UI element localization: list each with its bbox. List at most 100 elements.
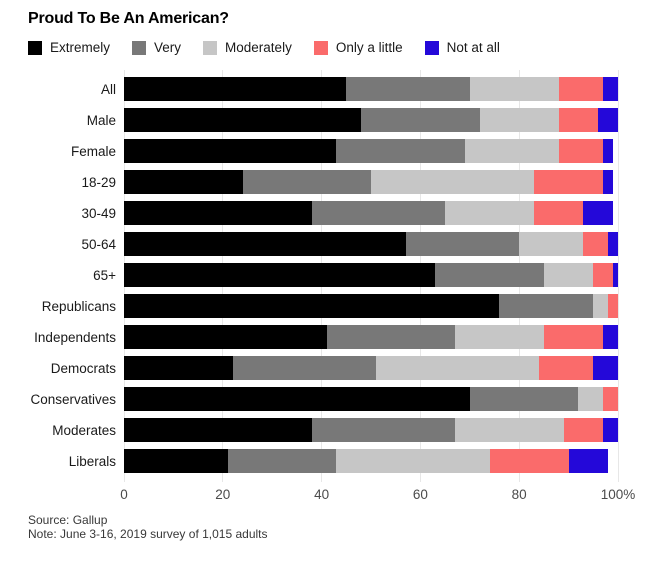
category-label: Male	[86, 112, 116, 128]
legend-item: Extremely	[28, 40, 110, 55]
bar-track	[124, 418, 618, 442]
x-tick-label: 20	[215, 487, 231, 502]
bar-segment-not-at-all	[603, 139, 614, 163]
bar-segment-moderately	[593, 294, 609, 318]
category-label: 30-49	[81, 205, 116, 221]
bar-track	[124, 387, 618, 411]
bar-segment-not-at-all	[613, 263, 618, 287]
legend-label: Extremely	[50, 40, 111, 55]
bar-segment-moderately	[469, 77, 559, 101]
legend-swatch-icon	[203, 40, 218, 55]
bar-segment-extremely	[124, 387, 470, 411]
bar-row: Democrats	[0, 356, 666, 380]
bar-row: 30-49	[0, 201, 666, 225]
chart-title: Proud To Be An American?	[28, 10, 229, 27]
bar-segment-only-a-little	[558, 108, 599, 132]
bar-row: Independents	[0, 325, 666, 349]
bar-segment-only-a-little	[593, 263, 614, 287]
bar-segment-extremely	[124, 232, 406, 256]
bar-segment-very	[326, 325, 455, 349]
legend-label: Only a little	[335, 40, 403, 55]
bar-segment-only-a-little	[534, 170, 604, 194]
bar-track	[124, 232, 618, 256]
bar-segment-moderately	[336, 449, 490, 473]
bar-track	[124, 263, 618, 287]
category-label: All	[100, 81, 116, 97]
bar-segment-not-at-all	[603, 325, 618, 349]
legend-item: Moderately	[203, 40, 292, 55]
bar-segment-only-a-little	[563, 418, 604, 442]
bar-track	[124, 170, 618, 194]
bar-segment-not-at-all	[568, 449, 609, 473]
category-label: Democrats	[50, 360, 116, 376]
bar-segment-only-a-little	[489, 449, 569, 473]
legend-swatch-icon	[28, 40, 42, 55]
category-label: 18-29	[81, 174, 116, 190]
bar-track	[124, 108, 618, 132]
bar-segment-very	[405, 232, 520, 256]
bar-segment-not-at-all	[608, 232, 618, 256]
bar-segment-moderately	[543, 263, 594, 287]
x-tick-label: 80	[511, 487, 527, 502]
bar-segment-only-a-little	[543, 325, 604, 349]
legend-swatch-icon	[313, 40, 328, 55]
bar-row: All	[0, 77, 666, 101]
legend: Extremely Very Moderately Only a little Not …	[28, 40, 522, 55]
bar-segment-very	[242, 170, 371, 194]
bar-track	[124, 77, 618, 101]
bar-segment-very	[232, 356, 376, 380]
bar-segment-extremely	[124, 139, 337, 163]
category-label: 50-64	[81, 236, 116, 252]
bar-segment-only-a-little	[608, 294, 618, 318]
x-tick-label: 40	[314, 487, 330, 502]
bar-segment-moderately	[454, 325, 544, 349]
bar-track	[124, 325, 618, 349]
bar-segment-extremely	[124, 325, 327, 349]
x-axis: 0 20 40 60 80 100%	[120, 487, 635, 503]
bar-track	[124, 449, 618, 473]
bar-segment-very	[336, 139, 465, 163]
bar-segment-moderately	[479, 108, 559, 132]
bar-segment-very	[361, 108, 480, 132]
bar-segment-moderately	[370, 170, 534, 194]
bar-segment-extremely	[124, 263, 436, 287]
bar-rows: All Male Female 18-29 30-49 50-64 65+ Republica…	[0, 77, 666, 480]
bar-segment-only-a-little	[583, 232, 609, 256]
bar-segment-very	[346, 77, 470, 101]
bar-segment-only-a-little	[558, 77, 604, 101]
category-label: Moderates	[52, 422, 116, 438]
x-tick-label: 100%	[600, 487, 636, 502]
bar-segment-extremely	[124, 449, 228, 473]
bar-row: Conservatives	[0, 387, 666, 411]
bar-track	[124, 356, 618, 380]
bar-segment-not-at-all	[603, 170, 614, 194]
bar-segment-not-at-all	[598, 108, 618, 132]
bar-segment-extremely	[124, 108, 362, 132]
legend-item: Very	[132, 40, 181, 55]
bar-segment-moderately	[445, 201, 534, 225]
source-text: Source: Gallup	[28, 513, 108, 527]
bar-segment-only-a-little	[603, 387, 618, 411]
category-label: Conservatives	[30, 391, 116, 407]
bar-row: 65+	[0, 263, 666, 287]
bar-segment-not-at-all	[603, 77, 618, 101]
bar-segment-very	[311, 201, 446, 225]
bar-segment-moderately	[454, 418, 564, 442]
bar-segment-very	[311, 418, 455, 442]
bar-segment-very	[499, 294, 594, 318]
bar-row: Male	[0, 108, 666, 132]
category-label: Independents	[34, 329, 116, 345]
bar-segment-moderately	[375, 356, 539, 380]
bar-segment-extremely	[124, 418, 312, 442]
bar-segment-moderately	[464, 139, 559, 163]
category-label: 65+	[93, 267, 116, 283]
legend-item: Only a little	[313, 40, 403, 55]
category-label: Liberals	[68, 453, 116, 469]
bar-segment-extremely	[124, 294, 500, 318]
legend-swatch-icon	[424, 40, 439, 55]
bar-segment-extremely	[124, 170, 243, 194]
bar-segment-extremely	[124, 201, 312, 225]
bar-segment-extremely	[124, 356, 233, 380]
bar-segment-only-a-little	[558, 139, 604, 163]
legend-label: Very	[154, 40, 182, 55]
